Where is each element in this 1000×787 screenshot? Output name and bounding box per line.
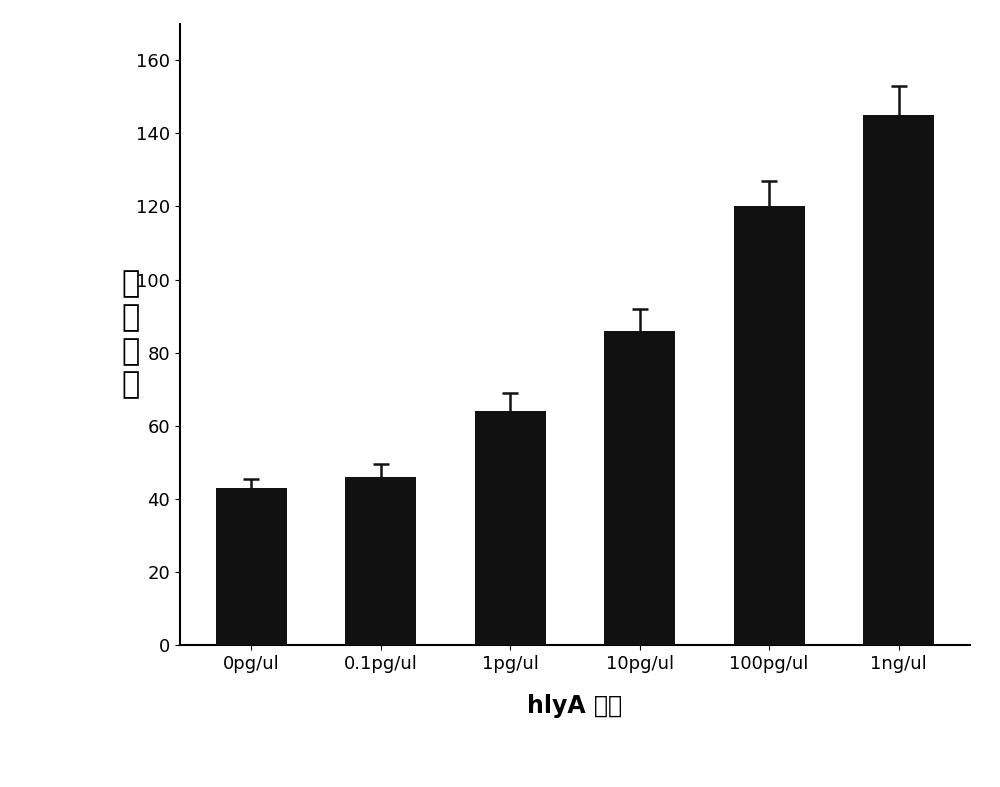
Bar <box>216 488 287 645</box>
Bar <box>475 412 546 645</box>
Bar <box>863 115 934 645</box>
Y-axis label: 荧
光
强
度: 荧 光 强 度 <box>121 270 140 399</box>
Bar <box>604 331 675 645</box>
Bar <box>734 206 805 645</box>
X-axis label: hlyA 基因: hlyA 基因 <box>527 694 623 718</box>
Bar <box>345 477 416 645</box>
